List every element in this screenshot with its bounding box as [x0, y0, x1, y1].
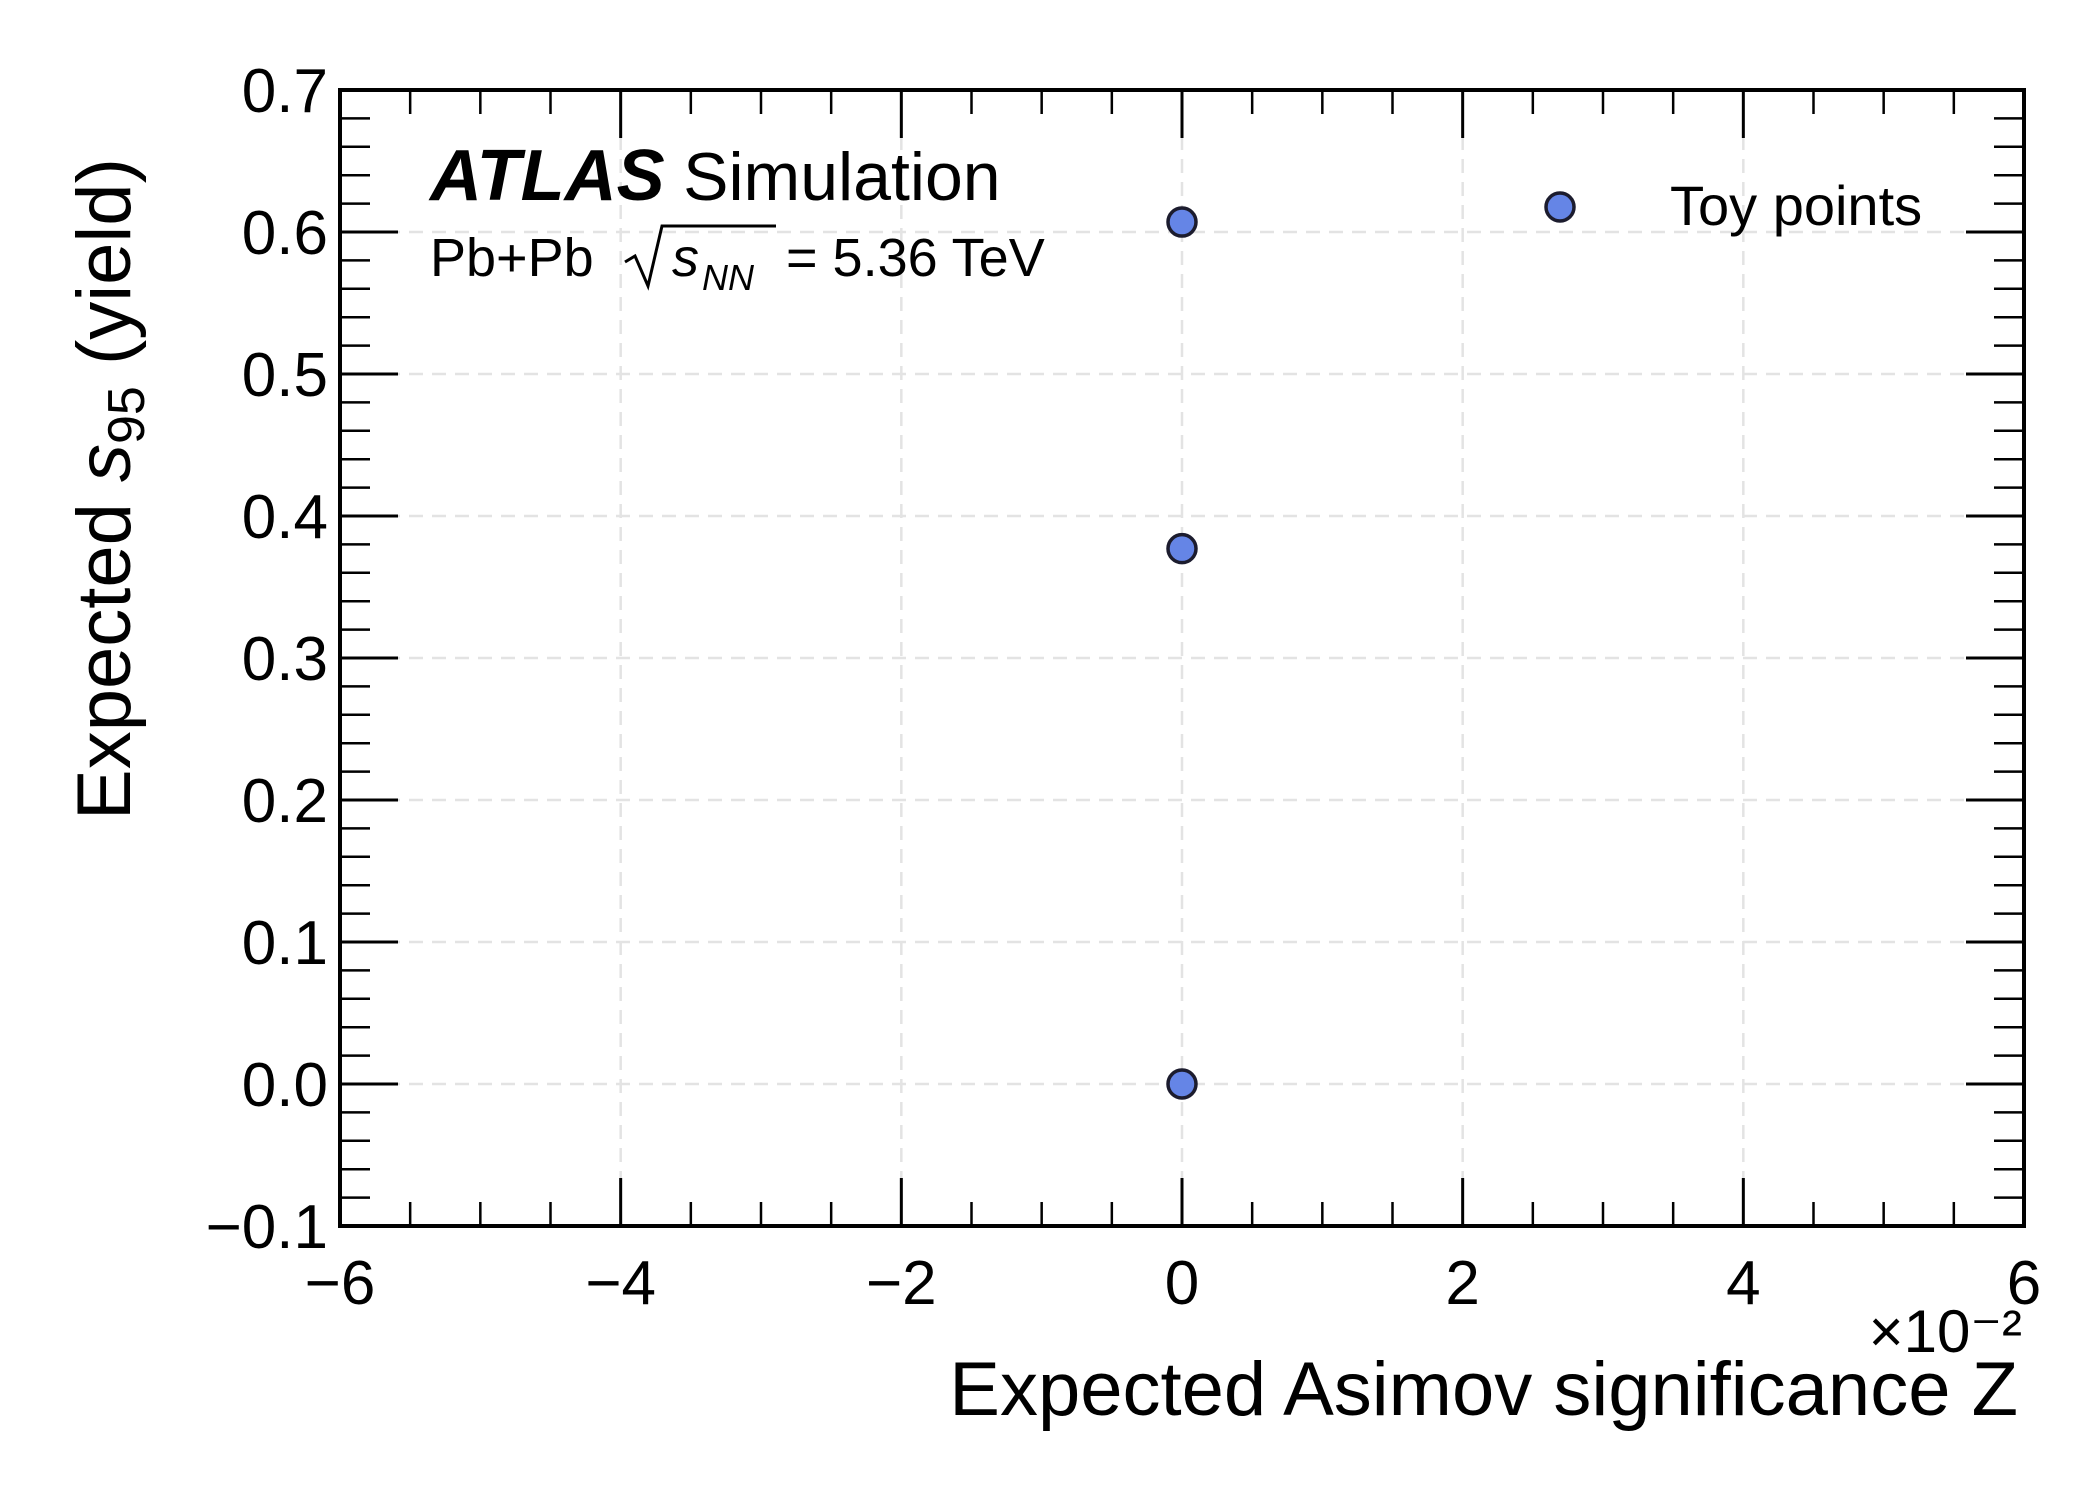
toy-point [1166, 1068, 1198, 1100]
x-tick-label: −6 [305, 1249, 376, 1318]
x-axis-multiplier: ×10⁻² [1869, 1298, 2022, 1365]
x-tick-label: 6 [2007, 1249, 2041, 1318]
svg-text:s: s [672, 228, 699, 288]
x-tick-label: 4 [1726, 1249, 1760, 1318]
y-tick-label: 0.1 [242, 909, 328, 978]
x-tick-label: −2 [866, 1249, 937, 1318]
y-tick-label: 0.2 [242, 767, 328, 836]
y-tick-label: 0.5 [242, 341, 328, 410]
toy-point [1166, 206, 1198, 238]
energy-label: = 5.36 TeV [786, 228, 1045, 288]
legend: Toy points [1544, 174, 1922, 237]
x-tick-label: 0 [1165, 1249, 1199, 1318]
sqrt-s-nn-symbol: s NN [624, 224, 776, 298]
x-tick-label: −4 [585, 1249, 656, 1318]
x-axis-title: Expected Asimov significance Z [949, 1347, 2018, 1432]
legend-entry-toy-points: Toy points [1670, 174, 1922, 237]
y-tick-label: 0.0 [242, 1051, 328, 1120]
y-tick-label: 0.4 [242, 483, 328, 552]
tick-labels: −6 −4 −2 0 2 4 6 −0.1 0.0 0.1 0.2 0.3 0.4 0.5 0.6 0.7 [206, 57, 2042, 1318]
experiment-sublabel: Simulation [683, 139, 1001, 215]
y-tick-label: −0.1 [206, 1193, 328, 1262]
y-tick-label: 0.6 [242, 199, 328, 268]
legend-marker [1544, 191, 1576, 223]
collision-system-label: Pb+Pb [430, 228, 594, 288]
plot-frame [338, 88, 2026, 1228]
x-tick-label: 2 [1445, 1249, 1479, 1318]
experiment-label: ATLAS [428, 136, 665, 216]
svg-text:NN: NN [702, 257, 755, 298]
y-tick-label: 0.7 [242, 57, 328, 126]
toy-point [1166, 532, 1198, 565]
data-points [1166, 206, 1198, 1100]
y-axis-title: Expected s95 (yield) [62, 158, 156, 820]
atlas-label: ATLAS Simulation [428, 136, 1001, 216]
y-tick-label: 0.3 [242, 625, 328, 694]
